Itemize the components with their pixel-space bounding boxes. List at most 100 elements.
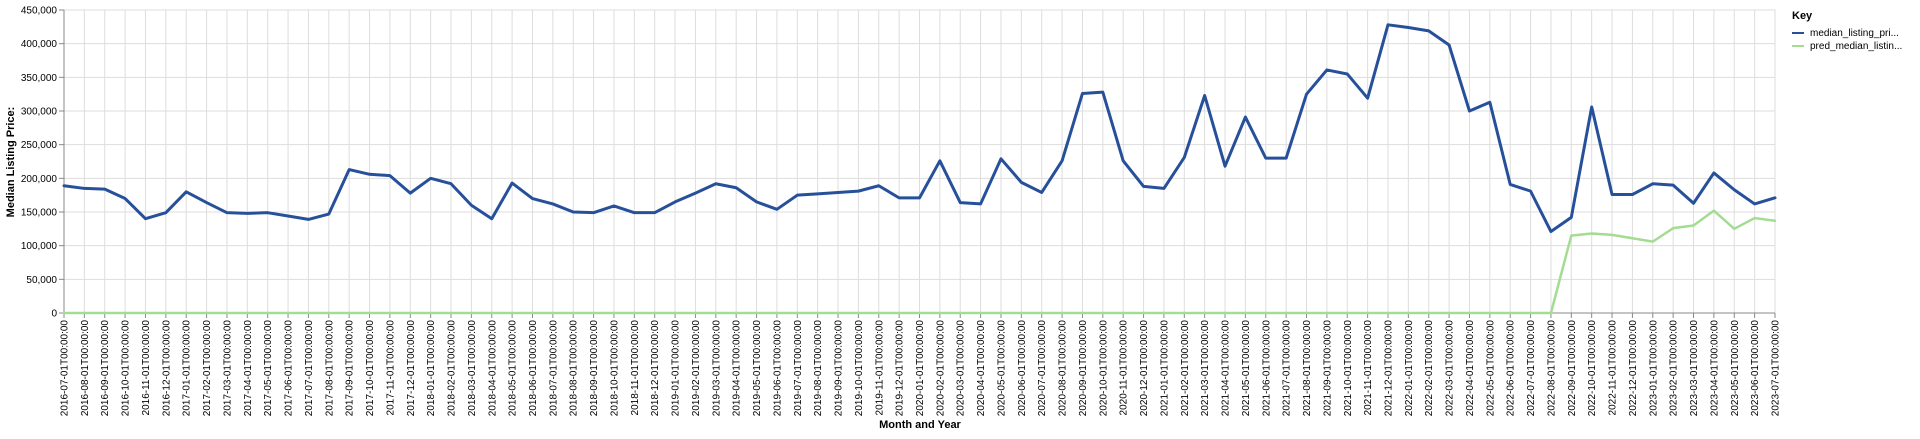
x-tick-label: 2019-04-01T00:00:00 <box>732 320 743 417</box>
y-tick-label: 300,000 <box>21 107 58 118</box>
x-tick-label: 2017-05-01T00:00:00 <box>263 320 274 417</box>
x-tick-label: 2021-02-01T00:00:00 <box>1180 320 1191 417</box>
x-tick-label: 2019-05-01T00:00:00 <box>752 320 763 417</box>
legend-label-median: median_listing_pri... <box>1810 28 1899 39</box>
y-axis-title: Median Listing Price: <box>5 107 17 218</box>
x-tick-label: 2020-08-01T00:00:00 <box>1058 320 1069 417</box>
x-tick-label: 2016-09-01T00:00:00 <box>100 320 111 417</box>
x-tick-label: 2017-01-01T00:00:00 <box>182 320 193 417</box>
x-tick-label: 2020-09-01T00:00:00 <box>1078 320 1089 417</box>
x-tick-label: 2017-11-01T00:00:00 <box>385 320 396 416</box>
x-tick-label: 2022-10-01T00:00:00 <box>1587 320 1598 417</box>
x-tick-label: 2019-08-01T00:00:00 <box>813 320 824 417</box>
x-tick-label: 2019-07-01T00:00:00 <box>793 320 804 417</box>
x-tick-label: 2018-12-01T00:00:00 <box>650 320 661 417</box>
x-tick-label: 2023-03-01T00:00:00 <box>1689 320 1700 417</box>
x-tick-label: 2018-04-01T00:00:00 <box>487 320 498 417</box>
x-tick-label: 2020-05-01T00:00:00 <box>996 320 1007 417</box>
x-tick-label: 2020-02-01T00:00:00 <box>935 320 946 417</box>
x-tick-label: 2022-07-01T00:00:00 <box>1526 320 1537 417</box>
x-tick-label: 2021-01-01T00:00:00 <box>1159 320 1170 417</box>
y-tick-label: 150,000 <box>21 208 58 219</box>
x-tick-label: 2020-01-01T00:00:00 <box>915 320 926 417</box>
x-tick-label: 2020-12-01T00:00:00 <box>1139 320 1150 417</box>
x-tick-label: 2022-01-01T00:00:00 <box>1404 320 1415 417</box>
x-tick-label: 2023-06-01T00:00:00 <box>1750 320 1761 417</box>
x-tick-label: 2019-11-01T00:00:00 <box>874 320 885 416</box>
x-tick-label: 2016-08-01T00:00:00 <box>80 320 91 417</box>
x-tick-label: 2020-06-01T00:00:00 <box>1017 320 1028 417</box>
x-tick-label: 2021-07-01T00:00:00 <box>1282 320 1293 417</box>
legend-entry-median: median_listing_pri... <box>1792 28 1899 39</box>
x-tick-label: 2019-01-01T00:00:00 <box>671 320 682 417</box>
y-tick-label: 400,000 <box>21 39 58 50</box>
y-tick-label: 0 <box>51 309 57 320</box>
series-line-pred <box>62 209 1777 315</box>
x-tick-label: 2022-03-01T00:00:00 <box>1445 320 1456 417</box>
x-tick-label: 2018-10-01T00:00:00 <box>609 320 620 417</box>
x-tick-label: 2016-07-01T00:00:00 <box>60 320 71 417</box>
x-tick-label: 2018-06-01T00:00:00 <box>528 320 539 417</box>
x-tick-label: 2021-03-01T00:00:00 <box>1200 320 1211 417</box>
x-tick-label: 2017-08-01T00:00:00 <box>324 320 335 417</box>
x-tick-label: 2020-07-01T00:00:00 <box>1037 320 1048 417</box>
x-tick-label: 2018-02-01T00:00:00 <box>447 320 458 417</box>
x-tick-label: 2021-11-01T00:00:00 <box>1363 320 1374 416</box>
legend-entry-pred: pred_median_listin... <box>1792 41 1902 52</box>
x-tick-label: 2019-12-01T00:00:00 <box>895 320 906 417</box>
x-tick-label: 2021-12-01T00:00:00 <box>1383 320 1394 417</box>
x-tick-label: 2017-04-01T00:00:00 <box>243 320 254 417</box>
x-tick-label: 2023-02-01T00:00:00 <box>1669 320 1680 417</box>
x-tick-label: 2017-07-01T00:00:00 <box>304 320 315 417</box>
x-tick-label: 2020-04-01T00:00:00 <box>976 320 987 417</box>
x-tick-label: 2018-05-01T00:00:00 <box>508 320 519 417</box>
x-tick-label: 2022-05-01T00:00:00 <box>1485 320 1496 417</box>
series-line-median <box>62 23 1777 234</box>
x-tick-label: 2019-02-01T00:00:00 <box>691 320 702 417</box>
x-tick-label: 2021-09-01T00:00:00 <box>1322 320 1333 417</box>
x-tick-label: 2016-10-01T00:00:00 <box>121 320 132 417</box>
x-tick-label: 2021-06-01T00:00:00 <box>1261 320 1272 417</box>
x-tick-label: 2020-03-01T00:00:00 <box>956 320 967 417</box>
y-tick-label: 450,000 <box>21 6 58 17</box>
x-axis: 2016-07-01T00:00:00 2016-08-01T00:00:00 20… <box>60 312 1782 417</box>
x-tick-label: 2017-06-01T00:00:00 <box>284 320 295 417</box>
legend: Key median_listing_pri... pred_median_li… <box>1792 10 1902 52</box>
x-tick-label: 2016-12-01T00:00:00 <box>161 320 172 417</box>
x-tick-label: 2017-02-01T00:00:00 <box>202 320 213 417</box>
x-tick-label: 2023-01-01T00:00:00 <box>1648 320 1659 417</box>
x-axis-title: Month and Year <box>879 419 961 431</box>
x-tick-label: 2021-05-01T00:00:00 <box>1241 320 1252 417</box>
y-tick-label: 250,000 <box>21 140 58 151</box>
y-tick-label: 100,000 <box>21 241 58 252</box>
x-tick-label: 2022-04-01T00:00:00 <box>1465 320 1476 417</box>
y-tick-label: 200,000 <box>21 174 58 185</box>
x-tick-label: 2019-09-01T00:00:00 <box>834 320 845 417</box>
x-tick-label: 2023-07-01T00:00:00 <box>1771 320 1782 417</box>
legend-label-pred: pred_median_listin... <box>1810 41 1902 52</box>
x-tick-label: 2018-09-01T00:00:00 <box>589 320 600 417</box>
x-tick-label: 2022-11-01T00:00:00 <box>1608 320 1619 416</box>
x-tick-label: 2017-09-01T00:00:00 <box>345 320 356 417</box>
x-tick-label: 2021-08-01T00:00:00 <box>1302 320 1313 417</box>
x-tick-label: 2023-04-01T00:00:00 <box>1709 320 1720 417</box>
x-tick-label: 2019-06-01T00:00:00 <box>772 320 783 417</box>
series-lines <box>62 23 1777 315</box>
x-tick-label: 2017-03-01T00:00:00 <box>222 320 233 417</box>
x-tick-label: 2016-11-01T00:00:00 <box>141 320 152 416</box>
x-tick-label: 2018-07-01T00:00:00 <box>548 320 559 417</box>
x-tick-label: 2022-06-01T00:00:00 <box>1506 320 1517 417</box>
x-tick-label: 2022-12-01T00:00:00 <box>1628 320 1639 417</box>
x-tick-label: 2018-01-01T00:00:00 <box>426 320 437 417</box>
x-tick-label: 2018-03-01T00:00:00 <box>467 320 478 417</box>
x-tick-label: 2017-12-01T00:00:00 <box>406 320 417 417</box>
x-tick-label: 2019-03-01T00:00:00 <box>711 320 722 417</box>
x-tick-label: 2022-08-01T00:00:00 <box>1546 320 1557 417</box>
y-axis: 0 50,000 100,000 150,000 200,000 250,000 300,0… <box>21 6 65 320</box>
x-tick-label: 2021-10-01T00:00:00 <box>1343 320 1354 417</box>
x-tick-label: 2018-08-01T00:00:00 <box>569 320 580 417</box>
x-tick-label: 2020-11-01T00:00:00 <box>1119 320 1130 416</box>
x-tick-label: 2019-10-01T00:00:00 <box>854 320 865 417</box>
